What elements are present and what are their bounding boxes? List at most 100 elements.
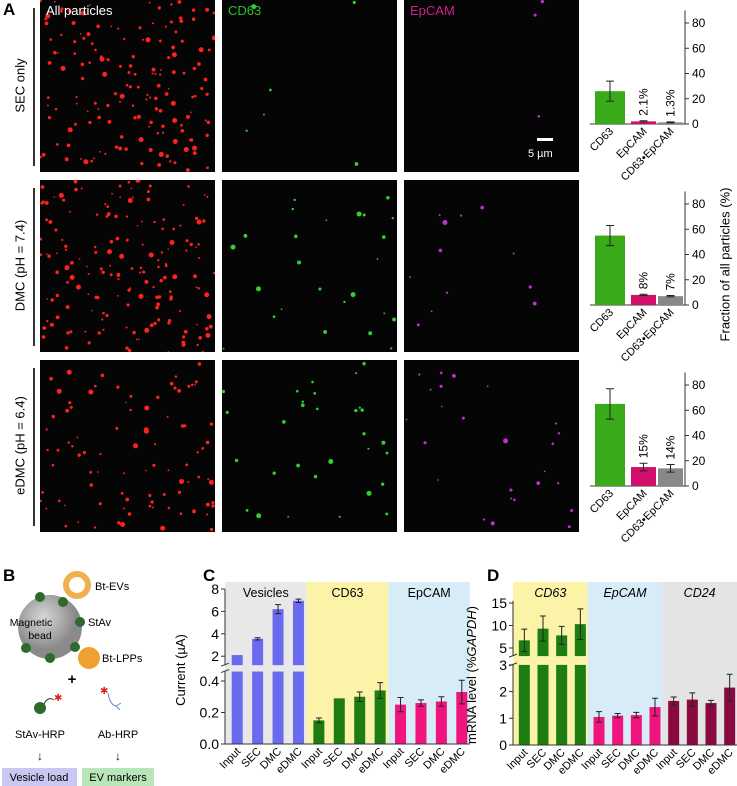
particle: [150, 500, 154, 504]
particle: [180, 129, 185, 133]
particle: [64, 157, 69, 162]
particle: [96, 471, 99, 473]
particle: [174, 375, 178, 378]
particle: [206, 513, 209, 516]
stav-icon: [21, 592, 85, 663]
particle: [243, 233, 248, 238]
error-bar: [438, 696, 445, 707]
particle: [204, 119, 207, 122]
panel-label-b: B: [3, 566, 16, 585]
error-bar: [639, 120, 648, 123]
y-tick-label: 60: [692, 222, 706, 236]
particle: [127, 71, 131, 74]
particle: [69, 274, 75, 280]
particle: [551, 442, 555, 446]
particle: [352, 0, 356, 5]
particle: [269, 88, 272, 92]
arrow-down-icon: ↓: [115, 749, 121, 763]
particle: [211, 504, 215, 508]
x-tick-label: CD63: [588, 126, 616, 154]
particle: [509, 488, 513, 492]
error-bar: [689, 692, 696, 707]
particle: [148, 184, 152, 188]
particle: [45, 218, 48, 222]
bar-value-label: 15%: [637, 434, 651, 458]
error-bar: [275, 604, 282, 615]
particle: [105, 215, 109, 218]
particle: [205, 326, 209, 331]
particle: [149, 323, 154, 328]
particle: [167, 318, 172, 323]
particle: [98, 502, 102, 506]
particle: [88, 61, 91, 64]
particle: [205, 332, 211, 338]
particle: [107, 119, 112, 124]
particle: [99, 56, 105, 62]
particle: [97, 115, 101, 120]
particle: [291, 207, 294, 211]
particle: [356, 211, 362, 217]
y-tick-label: 2: [499, 684, 507, 700]
micrograph-2-1: [222, 360, 397, 532]
particle: [67, 441, 70, 444]
particle: [169, 239, 175, 245]
particle: [376, 258, 379, 260]
particle: [536, 481, 541, 485]
particle: [97, 108, 100, 110]
particle: [46, 253, 48, 255]
particle: [49, 376, 53, 381]
particle: [313, 474, 318, 479]
particle: [201, 350, 204, 352]
row-divider: [33, 188, 35, 346]
y-tick-label: 20: [692, 273, 706, 287]
particle: [143, 428, 149, 434]
y-tick-label: 1: [499, 710, 507, 726]
particle: [69, 210, 71, 213]
bar: [292, 671, 304, 744]
particle: [272, 315, 276, 319]
particle: [153, 220, 156, 224]
axis-break: [220, 662, 230, 674]
particle: [157, 6, 161, 10]
particle: [116, 272, 121, 277]
ev-markers-label: EV markers: [89, 772, 147, 784]
particle: [65, 408, 69, 413]
particle: [152, 286, 155, 289]
particle: [383, 312, 386, 315]
particle: [313, 392, 317, 395]
particle: [161, 124, 165, 128]
bar: [630, 715, 642, 745]
particle: [343, 300, 346, 304]
particle: [46, 96, 50, 99]
particle: [162, 493, 166, 496]
y-tick-label: 40: [692, 248, 706, 262]
error-bar: [540, 615, 546, 642]
group-label: EpCAM: [408, 586, 451, 600]
particle: [118, 146, 123, 151]
particle: [186, 168, 190, 172]
particle: [297, 260, 301, 265]
particle: [197, 287, 200, 290]
particle: [102, 71, 108, 77]
particle: [146, 190, 150, 194]
particle: [167, 56, 171, 60]
particle: [128, 85, 132, 89]
particle: [513, 498, 516, 502]
particle: [179, 16, 183, 20]
particle: [89, 483, 94, 487]
particle: [442, 219, 448, 225]
particle: [367, 447, 370, 450]
particle: [148, 252, 154, 258]
particle: [114, 145, 119, 149]
bt-ev-icon: [63, 571, 91, 599]
micrograph-2-2: [404, 360, 579, 532]
error-bar: [639, 293, 648, 297]
particle: [185, 239, 189, 243]
particle: [245, 129, 248, 132]
particle: [203, 77, 208, 82]
particle: [73, 52, 77, 55]
particle: [360, 408, 364, 412]
particle: [362, 362, 366, 366]
particle: [120, 522, 126, 528]
